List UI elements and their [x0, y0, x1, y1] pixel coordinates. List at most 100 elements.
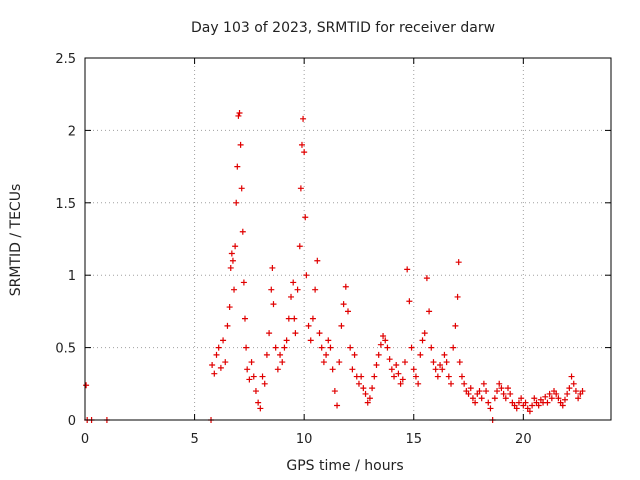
data-point [421, 330, 428, 337]
y-tick-label: 1 [68, 269, 76, 284]
data-point [369, 385, 376, 392]
data-point [544, 399, 551, 406]
data-point [314, 257, 321, 264]
data-point [244, 366, 251, 373]
data-point [513, 405, 520, 412]
data-point [568, 373, 575, 380]
data-point [285, 315, 292, 322]
data-point [496, 380, 503, 387]
data-point [364, 399, 371, 406]
data-point [415, 380, 422, 387]
data-point [380, 333, 387, 340]
data-point [303, 272, 310, 279]
data-point [487, 405, 494, 412]
data-point [472, 399, 479, 406]
data-point [529, 402, 536, 409]
data-point [469, 395, 476, 402]
data-point [454, 293, 461, 300]
data-point [483, 388, 490, 395]
data-point [338, 322, 345, 329]
data-point [362, 390, 369, 397]
data-point [298, 141, 305, 148]
data-point [236, 110, 243, 117]
data-point [566, 385, 573, 392]
data-point [209, 361, 216, 368]
data-point [434, 373, 441, 380]
data-point [518, 395, 525, 402]
data-point [452, 322, 459, 329]
data-point [229, 257, 236, 264]
data-point [406, 298, 413, 305]
data-point [294, 286, 301, 293]
data-point [555, 395, 562, 402]
data-point [579, 388, 586, 395]
data-point [432, 366, 439, 373]
data-point [222, 359, 229, 366]
data-point [241, 315, 248, 322]
y-tick-label: 0.5 [55, 342, 76, 357]
data-point [263, 351, 270, 358]
data-point [386, 356, 393, 363]
data-point [334, 402, 341, 409]
data-point [384, 344, 391, 351]
data-point [404, 266, 411, 273]
data-point [455, 259, 462, 266]
data-point [507, 390, 514, 397]
data-point [297, 185, 304, 192]
data-point [235, 112, 242, 119]
data-point [443, 359, 450, 366]
data-point [292, 330, 299, 337]
data-point [498, 385, 505, 392]
x-axis-ticks: 0 5 10 15 20 [81, 58, 532, 447]
data-point [366, 395, 373, 402]
y-axis-label: SRMTID / TECUs [8, 184, 24, 297]
data-point [261, 380, 268, 387]
data-point [476, 388, 483, 395]
data-point [461, 380, 468, 387]
data-point [423, 275, 430, 282]
data-point [279, 359, 286, 366]
data-point [559, 402, 566, 409]
data-point [318, 344, 325, 351]
data-point [227, 264, 234, 271]
data-point [250, 373, 257, 380]
data-point [345, 308, 351, 315]
data-point [323, 351, 330, 358]
data-point [439, 366, 446, 373]
data-point [417, 351, 424, 358]
data-point [377, 341, 384, 348]
data-point [553, 390, 560, 397]
data-point [274, 366, 281, 373]
data-point [266, 330, 273, 337]
data-point [480, 380, 487, 387]
data-point [500, 390, 507, 397]
data-point [531, 395, 538, 402]
data-point [410, 366, 417, 373]
data-point [329, 366, 336, 373]
data-point [458, 373, 465, 380]
data-point [213, 351, 220, 358]
data-point [491, 395, 498, 402]
x-tick-label: 0 [81, 432, 89, 447]
data-point [548, 395, 555, 402]
data-point [572, 388, 579, 395]
data-point [437, 361, 444, 368]
data-point [465, 390, 472, 397]
data-point [371, 373, 378, 380]
data-point [234, 163, 241, 170]
data-point [268, 286, 275, 293]
data-point [243, 344, 250, 351]
data-point [450, 344, 457, 351]
data-point [419, 337, 426, 344]
data-point [255, 399, 262, 406]
data-point [211, 370, 218, 377]
data-point [316, 330, 323, 337]
chart-title: Day 103 of 2023, SRMTID for receiver dar… [191, 20, 495, 36]
data-point [395, 370, 402, 377]
data-point [302, 214, 309, 221]
data-point [358, 373, 365, 380]
data-point [305, 322, 312, 329]
data-point [393, 361, 400, 368]
data-point [445, 373, 452, 380]
